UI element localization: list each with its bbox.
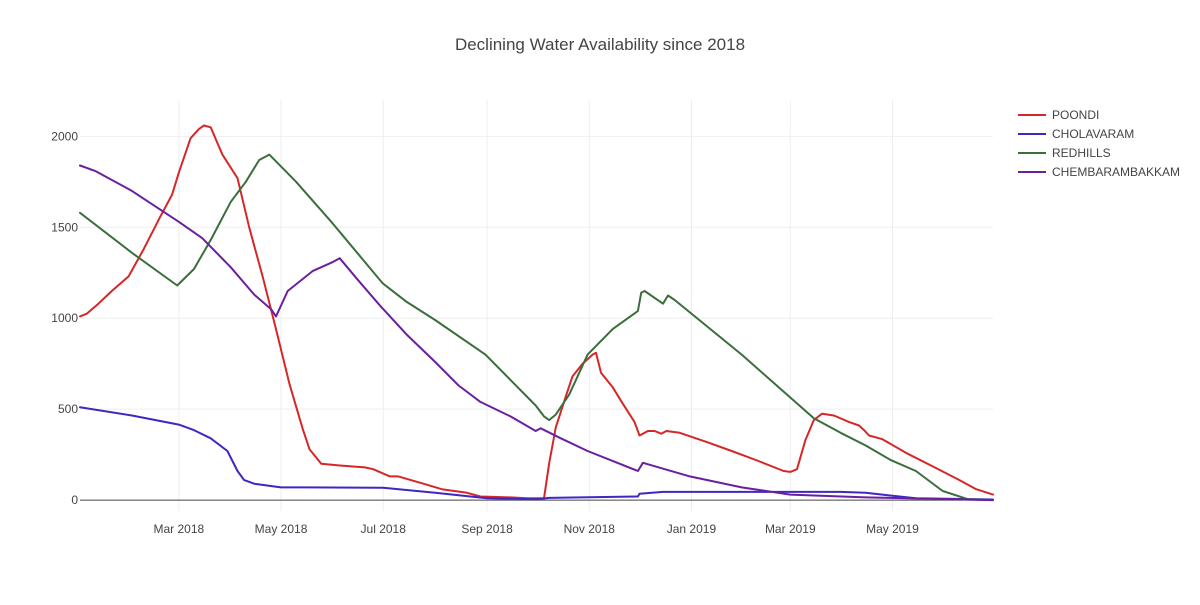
x-tick-label: Jan 2019 xyxy=(667,522,717,536)
y-tick-label: 2000 xyxy=(51,129,78,143)
x-tick-label: Sep 2018 xyxy=(461,522,513,536)
legend-item-redhills[interactable]: REDHILLS xyxy=(1018,146,1111,160)
y-gridlines xyxy=(80,135,993,410)
x-tick-label: Nov 2018 xyxy=(564,522,616,536)
x-tick-label: May 2019 xyxy=(866,522,919,536)
legend-label: POONDI xyxy=(1052,108,1099,122)
y-tick-label: 1000 xyxy=(51,311,78,325)
series-line-redhills xyxy=(79,153,994,502)
series-line-chembarambakkam xyxy=(79,164,994,502)
legend-item-cholavaram[interactable]: CHOLAVARAM xyxy=(1018,127,1134,141)
x-tick-label: Mar 2018 xyxy=(153,522,204,536)
x-tick-label: Mar 2019 xyxy=(765,522,816,536)
x-tick-label: Jul 2018 xyxy=(361,522,407,536)
series-lines xyxy=(79,124,994,502)
x-tick-label: May 2018 xyxy=(255,522,308,536)
y-tick-label: 500 xyxy=(58,402,78,416)
y-axis: 0 500 1000 1500 2000 xyxy=(51,129,78,507)
legend-label: REDHILLS xyxy=(1052,146,1111,160)
x-axis: Mar 2018 May 2018 Jul 2018 Sep 2018 Nov 2018… xyxy=(153,522,919,536)
legend-item-poondi[interactable]: POONDI xyxy=(1018,108,1099,122)
x-gridlines xyxy=(178,100,893,511)
legend-label: CHEMBARAMBAKKAM xyxy=(1052,165,1180,179)
series-line-poondi xyxy=(79,124,994,500)
chart-title: Declining Water Availability since 2018 xyxy=(455,35,745,54)
y-tick-label: 1500 xyxy=(51,220,78,234)
legend-item-chembarambakkam[interactable]: CHEMBARAMBAKKAM xyxy=(1018,165,1180,179)
y-tick-label: 0 xyxy=(71,493,78,507)
legend[interactable]: POONDI CHOLAVARAM REDHILLS CHEMBARAMBAKKAM xyxy=(1018,108,1180,179)
legend-label: CHOLAVARAM xyxy=(1052,127,1134,141)
series-line-cholavaram xyxy=(79,406,994,501)
